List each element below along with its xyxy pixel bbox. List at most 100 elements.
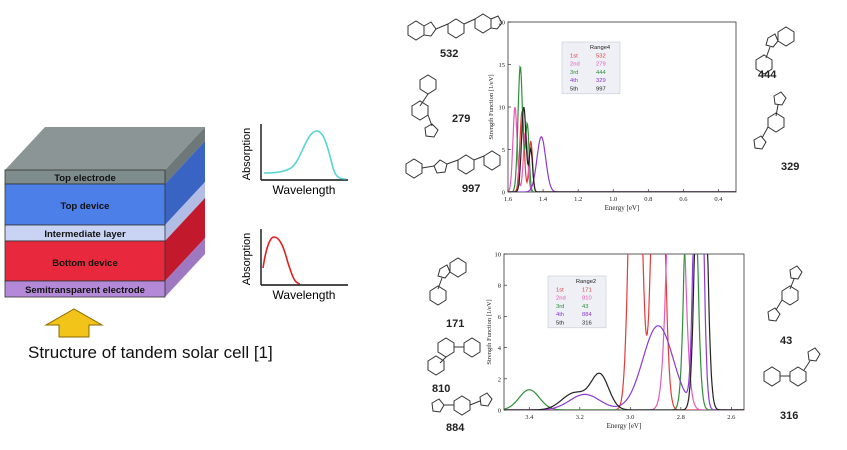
x-tick-label: 0.4 — [714, 196, 723, 203]
label-semitransparent: Semitransparent electrode — [25, 285, 145, 296]
label-intermediate: Intermediate layer — [44, 229, 126, 240]
label-top-electrode: Top electrode — [54, 173, 116, 184]
y-tick-label: 20 — [499, 20, 506, 27]
series-group — [504, 254, 744, 410]
x-tick-label: 1.6 — [504, 196, 513, 203]
x-tick-label: 1.0 — [609, 196, 617, 203]
light-arrow-icon — [44, 308, 104, 338]
y-tick-label: 10 — [495, 252, 502, 259]
molecule-label-810: 810 — [432, 383, 450, 395]
x-tick-label: 3.2 — [576, 414, 584, 421]
x-tick-label: 3.4 — [525, 414, 534, 421]
series-line-43 — [504, 254, 744, 410]
stack-side-top-device — [165, 141, 205, 225]
x-tick-label: 1.4 — [539, 196, 548, 203]
x-tick-label: 1.2 — [574, 196, 582, 203]
y-tick-label: 4 — [498, 345, 502, 352]
figure-caption: Structure of tandem solar cell [1] — [28, 343, 273, 362]
molecule-884-icon — [431, 392, 493, 416]
molecule-810-icon — [427, 337, 481, 376]
stack-side-bottom-device — [165, 198, 205, 281]
molecule-171-icon — [429, 257, 467, 306]
molecule-279-icon — [411, 74, 439, 138]
molecule-997-icon — [405, 150, 501, 179]
stack-side-intermediate — [165, 182, 205, 241]
x-tick-label: 0.6 — [679, 196, 688, 203]
x-axis-label: Energy [eV] — [605, 204, 640, 212]
y-tick-label: 0 — [502, 190, 505, 197]
legend-box — [547, 275, 607, 329]
molecule-316-icon — [763, 347, 821, 387]
plot-frame — [507, 21, 737, 193]
x-tick-label: 2.8 — [677, 414, 685, 421]
molecule-label-43: 43 — [780, 335, 792, 347]
y-tick-label: 2 — [498, 376, 501, 383]
legend-id: 997 — [596, 87, 606, 93]
legend-id: 884 — [582, 312, 592, 318]
y-tick-label: 5 — [502, 147, 505, 154]
molecule-label-316: 316 — [780, 410, 798, 422]
legend-id: 810 — [582, 296, 592, 302]
layer-bottom-device — [4, 240, 166, 282]
legend-rank: 2nd — [556, 296, 566, 302]
plot-frame — [503, 253, 745, 411]
legend-title: Range2 — [576, 279, 596, 285]
legend-rank: 3rd — [570, 70, 578, 76]
molecule-label-444: 444 — [758, 69, 777, 81]
legend-rank: 2nd — [570, 62, 580, 68]
inset-top-xlabel: Wavelength — [273, 183, 336, 197]
molecule-532-icon — [407, 13, 503, 41]
legend-id: 329 — [596, 78, 606, 84]
molecule-label-884: 884 — [446, 422, 465, 434]
molecule-444-icon — [755, 26, 795, 75]
x-tick-label: 0.8 — [644, 196, 652, 203]
absorption-inset-top: Absorption Wavelength — [241, 124, 348, 197]
stack-side-semitransparent — [165, 238, 205, 297]
molecule-label-329: 329 — [781, 161, 799, 173]
stack-top-face — [5, 127, 205, 170]
spectrum-chart-range4: 1.6 1.4 1.2 1.0 0.8 0.6 0.4 0 5 10 15 20 Energy [eV]… — [488, 20, 737, 212]
absorption-inset-bottom: Absorption Wavelength — [241, 229, 348, 302]
y-tick-label: 10 — [499, 105, 506, 112]
y-tick-label: 8 — [498, 283, 501, 290]
molecule-label-171: 171 — [446, 318, 464, 330]
series-line-316 — [504, 254, 744, 410]
inset-top-ylabel: Absorption — [241, 128, 253, 181]
legend-rank: 3rd — [556, 304, 564, 310]
legend-id: 444 — [596, 70, 606, 76]
y-tick-label: 15 — [499, 62, 506, 69]
legend-id: 279 — [596, 62, 606, 68]
legend-id: 43 — [582, 304, 588, 310]
stack-side-electrode — [165, 127, 205, 184]
label-bottom-device: Bottom device — [52, 258, 117, 269]
molecule-329-icon — [753, 91, 787, 150]
molecule-label-532: 532 — [440, 48, 458, 60]
layer-semitransparent — [4, 280, 166, 298]
series-group — [508, 65, 736, 192]
molecules-lower-left: 171 810 884 — [427, 257, 493, 434]
molecules-lower-right: 43 316 — [763, 265, 821, 422]
tandem-stack-diagram: Top electrode Top device Intermediate la… — [4, 127, 205, 338]
inset-bottom-ylabel: Absorption — [241, 233, 253, 286]
absorption-curve-top — [263, 130, 347, 180]
legend-rank: 5th — [570, 87, 578, 93]
legend-id: 316 — [582, 321, 592, 327]
molecule-label-279: 279 — [452, 113, 470, 125]
label-top-device: Top device — [61, 201, 110, 212]
legend-id: 171 — [582, 287, 592, 293]
legend-title: Range4 — [590, 45, 611, 51]
molecules-upper-left: 532 279 997 — [405, 13, 503, 195]
y-tick-label: 0 — [498, 408, 501, 415]
legend-box — [561, 41, 621, 95]
x-tick-label: 3.0 — [626, 414, 634, 421]
molecules-upper-right: 444 329 — [753, 26, 799, 173]
series-line-329 — [508, 136, 736, 192]
legend-id: 532 — [596, 53, 606, 59]
absorption-curve-bottom — [262, 236, 301, 285]
y-axis-label: Strength Function [1/eV] — [488, 74, 495, 139]
inset-bottom-xlabel: Wavelength — [273, 288, 336, 302]
y-tick-label: 6 — [498, 314, 502, 321]
y-axis-label: Strength Function [1/eV] — [486, 299, 493, 364]
x-axis-label: Energy [eV] — [607, 422, 642, 430]
